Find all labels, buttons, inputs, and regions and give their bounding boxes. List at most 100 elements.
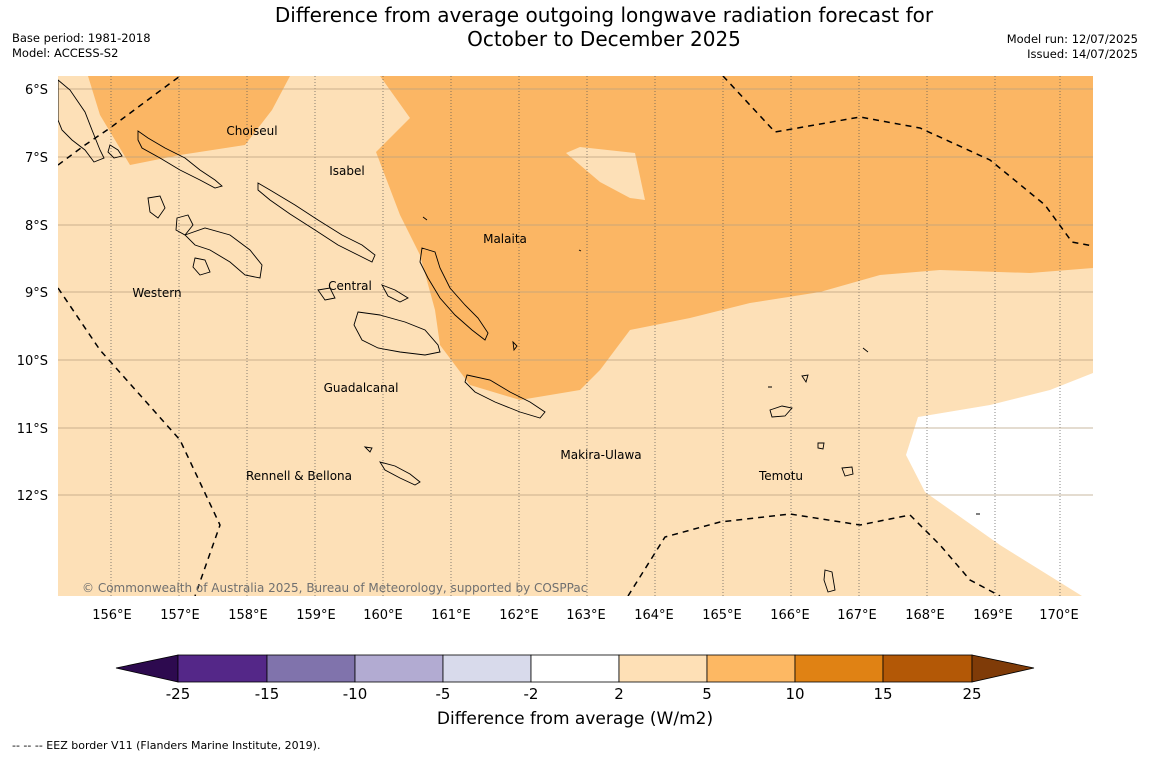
kolombangara	[175, 214, 194, 236]
colorbar-tick: 25	[962, 685, 981, 703]
lat-tick: 9°S	[25, 286, 48, 301]
colorbar-bin	[266, 654, 356, 683]
colorbar-tick: 2	[614, 685, 624, 703]
colorbar-tick: -5	[436, 685, 451, 703]
lat-tick: 11°S	[17, 422, 48, 437]
region-makira: Makira-Ulawa	[560, 448, 641, 462]
lon-axis: 156°E 157°E 158°E 159°E 160°E 161°E 162°…	[92, 608, 1079, 623]
ontong-java	[422, 216, 428, 221]
model-name: Model: ACCESS-S2	[12, 46, 119, 60]
reef-islands	[801, 374, 809, 384]
lon-tick: 159°E	[296, 608, 336, 623]
lat-tick: 7°S	[25, 151, 48, 166]
russell-islands	[317, 287, 336, 301]
malaita-island	[419, 247, 489, 341]
anomaly-pocket-light	[566, 147, 645, 200]
region-central: Central	[328, 279, 372, 293]
region-labels: Choiseul Isabel Malaita Western Central …	[132, 124, 803, 483]
lat-axis: 6°S 7°S 8°S 9°S 10°S 11°S 12°S	[17, 83, 48, 504]
lon-tick: 160°E	[363, 608, 403, 623]
model-run: Model run: 12/07/2025	[1006, 32, 1138, 46]
region-malaita: Malaita	[483, 232, 527, 246]
lon-tick: 166°E	[770, 608, 810, 623]
anomaly-field-neutral	[906, 373, 1093, 596]
issued-date: Issued: 14/07/2025	[1027, 47, 1138, 61]
copyright-text: © Commonwealth of Australia 2025, Bureau…	[82, 581, 587, 595]
ulawa-island	[512, 340, 518, 352]
lat-tick: 6°S	[25, 83, 48, 98]
meta-right: Model run: 12/07/2025 Issued: 14/07/2025	[1007, 32, 1138, 62]
new-georgia	[184, 227, 263, 279]
bougainville-fragment	[58, 79, 105, 163]
lon-tick: 161°E	[431, 608, 471, 623]
region-choiseul: Choiseul	[226, 124, 277, 138]
chart-title: Difference from average outgoing longwav…	[0, 3, 1150, 51]
colorbar-extend-low	[115, 654, 179, 683]
choiseul-island	[137, 130, 223, 189]
lon-tick: 168°E	[905, 608, 945, 623]
colorbar-tick: -2	[524, 685, 539, 703]
lon-tick: 164°E	[634, 608, 674, 623]
meta-left: Base period: 1981-2018 Model: ACCESS-S2	[12, 31, 151, 61]
makira-island	[464, 374, 546, 419]
colorbar-tick: 10	[785, 685, 804, 703]
map-panel	[58, 76, 1093, 596]
lon-tick: 169°E	[973, 608, 1013, 623]
colorbar-tick: -15	[255, 685, 280, 703]
lon-tick: 156°E	[92, 608, 132, 623]
vanikoro	[841, 466, 854, 477]
colorbar: -25 -15 -10 -5 -2 2 5 10 15 25	[115, 654, 1035, 703]
lon-tick: 170°E	[1039, 608, 1079, 623]
region-temotu: Temotu	[758, 469, 803, 483]
tikopia-anuta	[823, 569, 836, 593]
lon-tick: 163°E	[566, 608, 606, 623]
colorbar-extend-high	[971, 654, 1035, 683]
colorbar-bin	[177, 654, 268, 683]
title-line-2: October to December 2025	[467, 27, 741, 51]
lon-tick: 162°E	[499, 608, 539, 623]
colorbar-bin	[706, 654, 796, 683]
region-western: Western	[132, 286, 181, 300]
vella-lavella	[147, 195, 166, 219]
base-period: Base period: 1981-2018	[12, 31, 151, 45]
region-guadalcanal: Guadalcanal	[324, 381, 399, 395]
lat-tick: 12°S	[17, 489, 48, 504]
region-rennell: Rennell & Bellona	[246, 469, 352, 483]
title-line-1: Difference from average outgoing longwav…	[274, 3, 934, 27]
anomaly-field-medium-nw	[88, 76, 290, 165]
colorbar-bin	[530, 654, 620, 683]
sikaiana	[578, 249, 582, 252]
region-isabel: Isabel	[329, 164, 364, 178]
lat-tick: 8°S	[25, 219, 48, 234]
colorbar-tick: 5	[702, 685, 712, 703]
duff-islands	[862, 347, 869, 353]
colorbar-bin	[354, 654, 444, 683]
eez-borders	[58, 76, 1093, 596]
colorbar-tick: 15	[873, 685, 892, 703]
bellona-island	[363, 446, 373, 453]
lat-tick: 10°S	[17, 354, 48, 369]
eez-legend-note: -- -- -- EEZ border V11 (Flanders Marine…	[12, 739, 321, 752]
lon-tick: 167°E	[837, 608, 877, 623]
colorbar-bin	[882, 654, 973, 683]
lon-tick: 158°E	[228, 608, 268, 623]
isabel-island	[257, 182, 376, 263]
colorbar-tick: -10	[343, 685, 368, 703]
colorbar-tick: -25	[166, 685, 191, 703]
guadalcanal-island	[353, 311, 441, 356]
colorbar-title: Difference from average (W/m2)	[436, 709, 714, 729]
lat-gridlines	[58, 88, 1093, 496]
rennell-island	[379, 461, 421, 486]
rendova	[192, 257, 211, 276]
shortland-islands	[107, 144, 123, 159]
lon-tick: 157°E	[160, 608, 200, 623]
santa-cruz-islands	[769, 405, 793, 418]
utupua	[817, 442, 825, 450]
colorbar-bin	[794, 654, 884, 683]
coastlines	[58, 79, 980, 593]
lon-tick: 165°E	[702, 608, 742, 623]
florida-islands	[381, 284, 409, 303]
colorbar-bin	[442, 654, 532, 683]
colorbar-bin	[618, 654, 708, 683]
